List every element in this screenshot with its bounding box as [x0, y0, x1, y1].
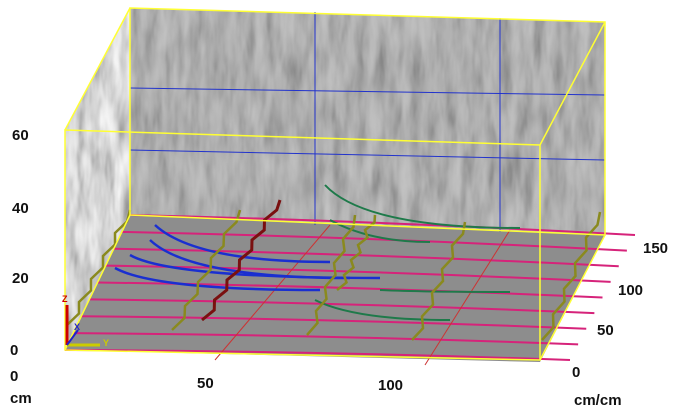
axis-marker: Z [62, 294, 68, 304]
x-tick-label: 100 [378, 377, 403, 394]
gpr-3d-view: X Y Z 60 40 20 0 0 50 100 cm 0 50 100 15… [0, 0, 684, 410]
y-tick-label: 50 [597, 322, 614, 339]
back-wall-texture [120, 0, 620, 240]
x-tick-label: 50 [197, 375, 214, 392]
z-tick-label: 60 [12, 127, 29, 144]
y-tick-label: 0 [572, 364, 580, 381]
y-tick-label: 150 [643, 240, 668, 257]
z-tick-label: 0 [10, 342, 18, 359]
x-axis-unit: cm [10, 390, 32, 407]
z-tick-label: 40 [12, 200, 29, 217]
y-axis-unit: cm/cm [574, 392, 622, 409]
x-tick-label: 0 [10, 368, 18, 385]
y-tick-label: 100 [618, 282, 643, 299]
z-tick-label: 20 [12, 270, 29, 287]
axis-marker: Y [103, 338, 109, 348]
axis-marker: X [74, 322, 80, 332]
